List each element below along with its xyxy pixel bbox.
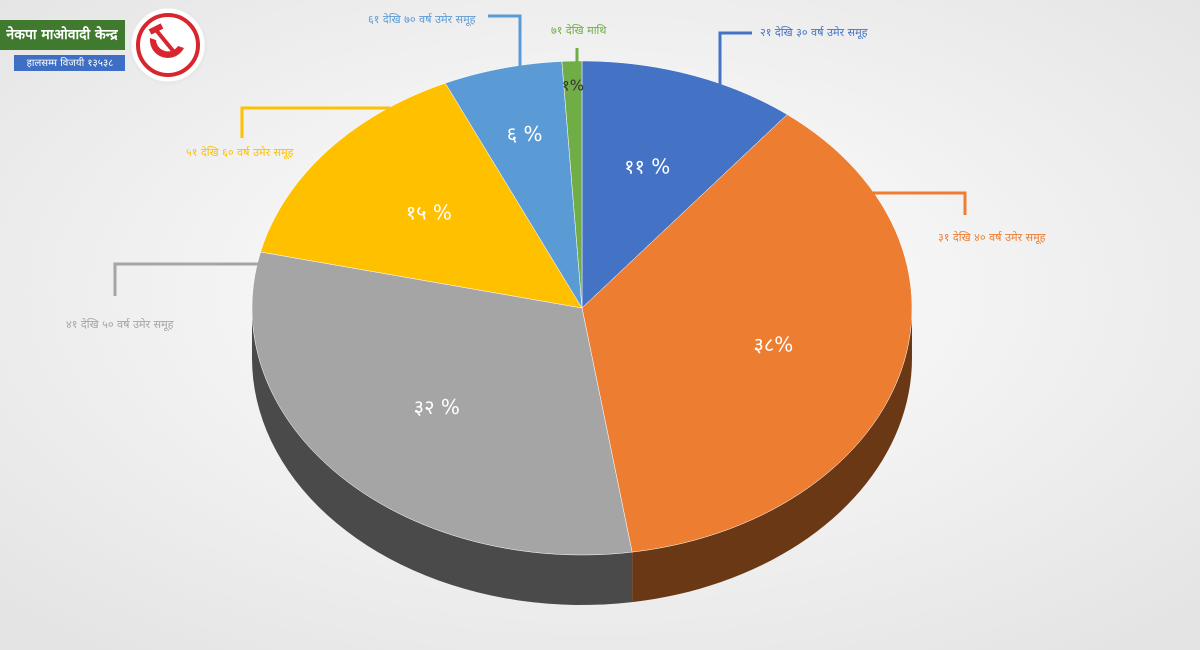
leader-line	[872, 191, 967, 215]
slice	[561, 60, 583, 309]
slice	[251, 251, 633, 556]
pie	[251, 60, 913, 605]
category-label: ६१ देखि ७० वर्ष उमेर समूह	[368, 13, 476, 27]
slice	[260, 82, 583, 309]
slice	[444, 61, 583, 309]
category-label: ५१ देखि ६० वर्ष उमेर समूह	[186, 146, 294, 160]
slice-side	[632, 308, 912, 603]
leader-line	[113, 262, 258, 296]
category-label: ४१ देखि ५० वर्ष उमेर समूह	[66, 318, 174, 332]
header-subtitle: हालसम्म विजयी १३५३८	[27, 57, 114, 69]
category-label: ७१ देखि माथि	[551, 24, 607, 37]
header-box	[0, 20, 125, 50]
leader-line	[488, 14, 522, 70]
data-label: ६ %	[507, 122, 543, 146]
slice	[581, 60, 788, 309]
slice-side	[252, 308, 633, 605]
data-label: १५ %	[406, 201, 452, 225]
subtitle-box	[14, 55, 125, 71]
data-label: ११ %	[624, 155, 670, 179]
logo	[128, 5, 208, 85]
category-label: २१ देखि ३० वर्ष उमेर समूह	[760, 26, 868, 40]
slice	[581, 114, 913, 553]
data-label: १%	[562, 76, 584, 94]
leader-line	[718, 31, 752, 95]
data-label: ३२ %	[414, 395, 460, 419]
leader-line	[240, 106, 390, 138]
category-label: ३१ देखि ४० वर्ष उमेर समूह	[938, 231, 1046, 245]
data-label: ३८%	[753, 332, 793, 356]
header-title: नेकपा माओवादी केन्द्र	[5, 26, 118, 43]
